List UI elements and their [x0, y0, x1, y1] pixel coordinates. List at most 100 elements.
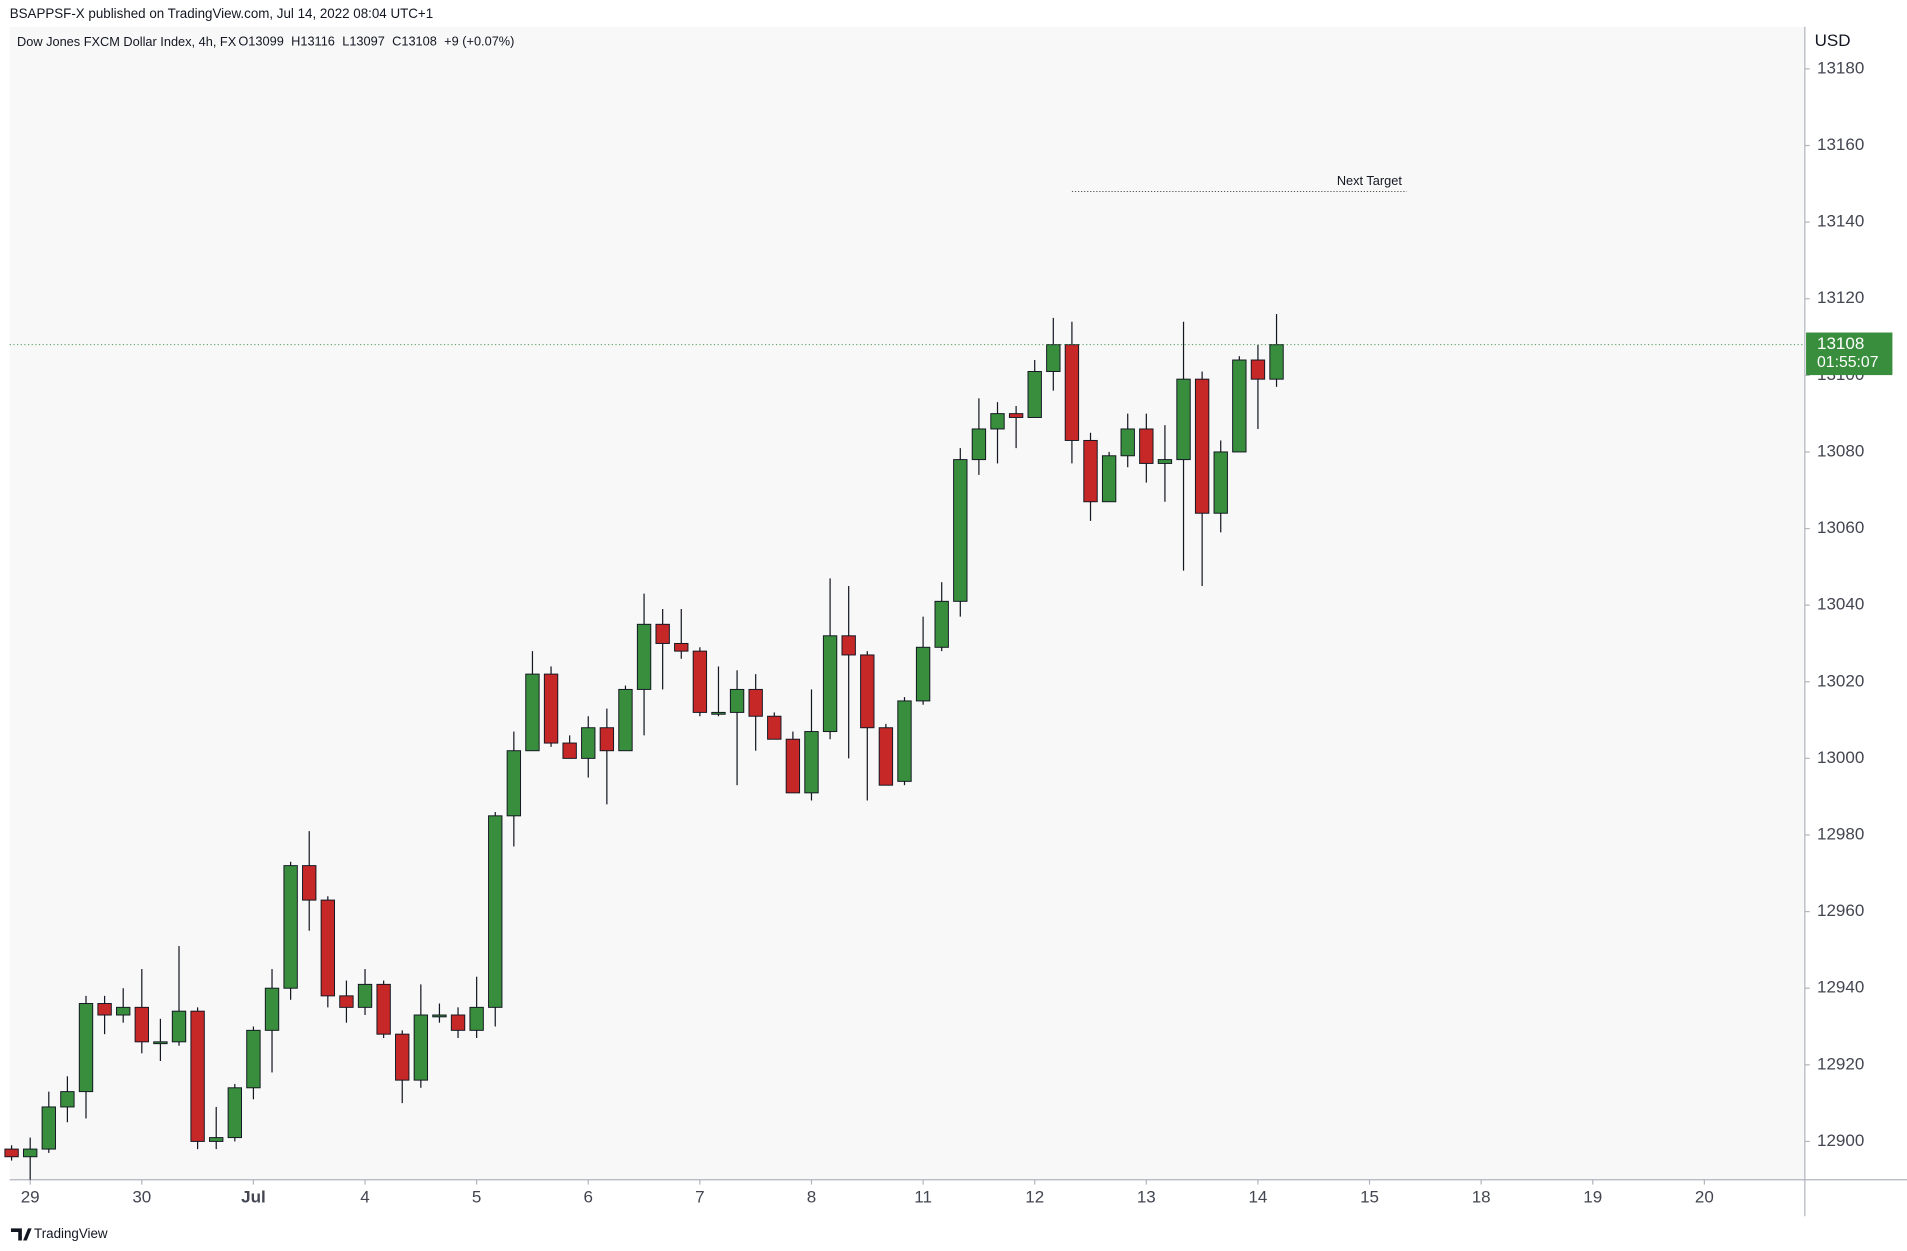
candle-body [376, 983, 391, 1035]
candle-body [432, 1014, 447, 1018]
legend-value: 13097 [349, 34, 385, 49]
x-tick-label: 6 [584, 1187, 593, 1206]
countdown: 01:55:07 [1817, 354, 1879, 371]
legend-change: +9 (+0.07%) [444, 34, 514, 49]
y-tick-label: 12920 [1817, 1054, 1864, 1073]
y-tick-label: 13180 [1817, 58, 1864, 77]
candle-body [23, 1148, 38, 1158]
candle-body [1213, 451, 1228, 514]
candle-body [4, 1148, 19, 1158]
candle-body [1232, 359, 1247, 453]
candle-body [953, 459, 968, 602]
logo-icon [10, 1228, 32, 1241]
candle-body [1008, 413, 1024, 418]
candle-body [729, 688, 745, 713]
candle-body [41, 1106, 56, 1150]
x-tick-label: 18 [1472, 1187, 1491, 1206]
candle-body [1101, 455, 1117, 503]
x-tick-label: 15 [1360, 1187, 1379, 1206]
candle-body [357, 983, 373, 1008]
candle-body [134, 1006, 149, 1043]
plot-area [9, 26, 1805, 1180]
candle-body [655, 623, 670, 644]
y-tick-label: 13160 [1817, 135, 1864, 154]
candle-body [97, 1003, 112, 1016]
y-tick-label: 12980 [1817, 824, 1864, 843]
candle-body [841, 635, 856, 656]
candle-body [506, 750, 522, 817]
candle-body [562, 742, 577, 759]
candle-body [767, 715, 782, 740]
candle-body [711, 711, 726, 715]
footer: TradingView [34, 1226, 108, 1241]
x-tick-label: 29 [21, 1187, 40, 1206]
legend-value: 13108 [401, 34, 437, 49]
candle-body [525, 673, 540, 752]
candle-body [1083, 439, 1098, 503]
legend-value: 13116 [300, 34, 335, 49]
candle-body [246, 1029, 261, 1089]
legend-key: H [291, 34, 300, 49]
candle-body [302, 865, 317, 901]
header: BSAPPSF-X published on TradingView.com, … [10, 6, 433, 21]
candle-body [264, 987, 280, 1031]
x-tick-label: 7 [695, 1187, 704, 1206]
candle-body [1194, 378, 1210, 514]
candle-body [897, 700, 912, 782]
currency: USD [1815, 31, 1851, 50]
candle-body [209, 1137, 224, 1142]
x-tick-label: 30 [132, 1187, 151, 1206]
candle-body [1269, 344, 1284, 380]
candle-body [339, 995, 354, 1008]
candle-body [469, 1006, 484, 1031]
candle-body [116, 1006, 131, 1016]
chart-title: Dow Jones FXCM Dollar Index, 4h, FX [17, 34, 237, 49]
candle-body [878, 727, 894, 786]
x-tick-label: 5 [472, 1187, 481, 1206]
y-tick-label: 12960 [1817, 901, 1864, 920]
candle-body [227, 1087, 242, 1139]
x-tick-label: 11 [914, 1187, 932, 1206]
x-tick-label: 12 [1025, 1187, 1044, 1206]
legend-key: O [238, 34, 248, 49]
x-tick-label: 8 [807, 1187, 816, 1206]
candle-body [413, 1014, 429, 1081]
candle-body [692, 650, 708, 713]
y-tick-label: 12940 [1817, 978, 1864, 997]
x-tick-label: 14 [1248, 1187, 1267, 1206]
target-label: Next Target [1337, 173, 1402, 188]
candle-body [153, 1041, 168, 1045]
y-tick-label: 12900 [1817, 1131, 1864, 1150]
candle-body [990, 413, 1005, 430]
y-tick-label: 13020 [1817, 671, 1864, 690]
candle-body [785, 738, 801, 794]
candle-body [971, 428, 987, 461]
candle-body [822, 635, 838, 733]
candle-body [320, 899, 336, 997]
candle-body [1064, 344, 1080, 441]
y-tick-label: 13120 [1817, 288, 1864, 307]
legend-key: C [392, 34, 401, 49]
candle-body [60, 1091, 75, 1108]
legend-key: L [342, 34, 349, 49]
candle-body [1176, 378, 1191, 461]
candle-body [395, 1033, 410, 1081]
x-tick-label: 19 [1583, 1187, 1602, 1206]
candle-body [543, 673, 559, 744]
candle-body [171, 1010, 187, 1043]
candle-body [860, 654, 875, 729]
x-tick-label: 20 [1695, 1187, 1714, 1206]
legend-value: 13099 [248, 34, 284, 49]
candle-body [618, 688, 633, 752]
candles [4, 314, 1284, 1180]
y-tick-label: 13080 [1817, 441, 1864, 460]
candle-body [599, 727, 615, 752]
candle-body [283, 865, 298, 989]
candle-body [581, 727, 596, 759]
candle-body [1046, 344, 1061, 372]
x-tick-label: 13 [1137, 1187, 1156, 1206]
price-label-box [1806, 332, 1893, 376]
candle-body [1157, 459, 1173, 464]
